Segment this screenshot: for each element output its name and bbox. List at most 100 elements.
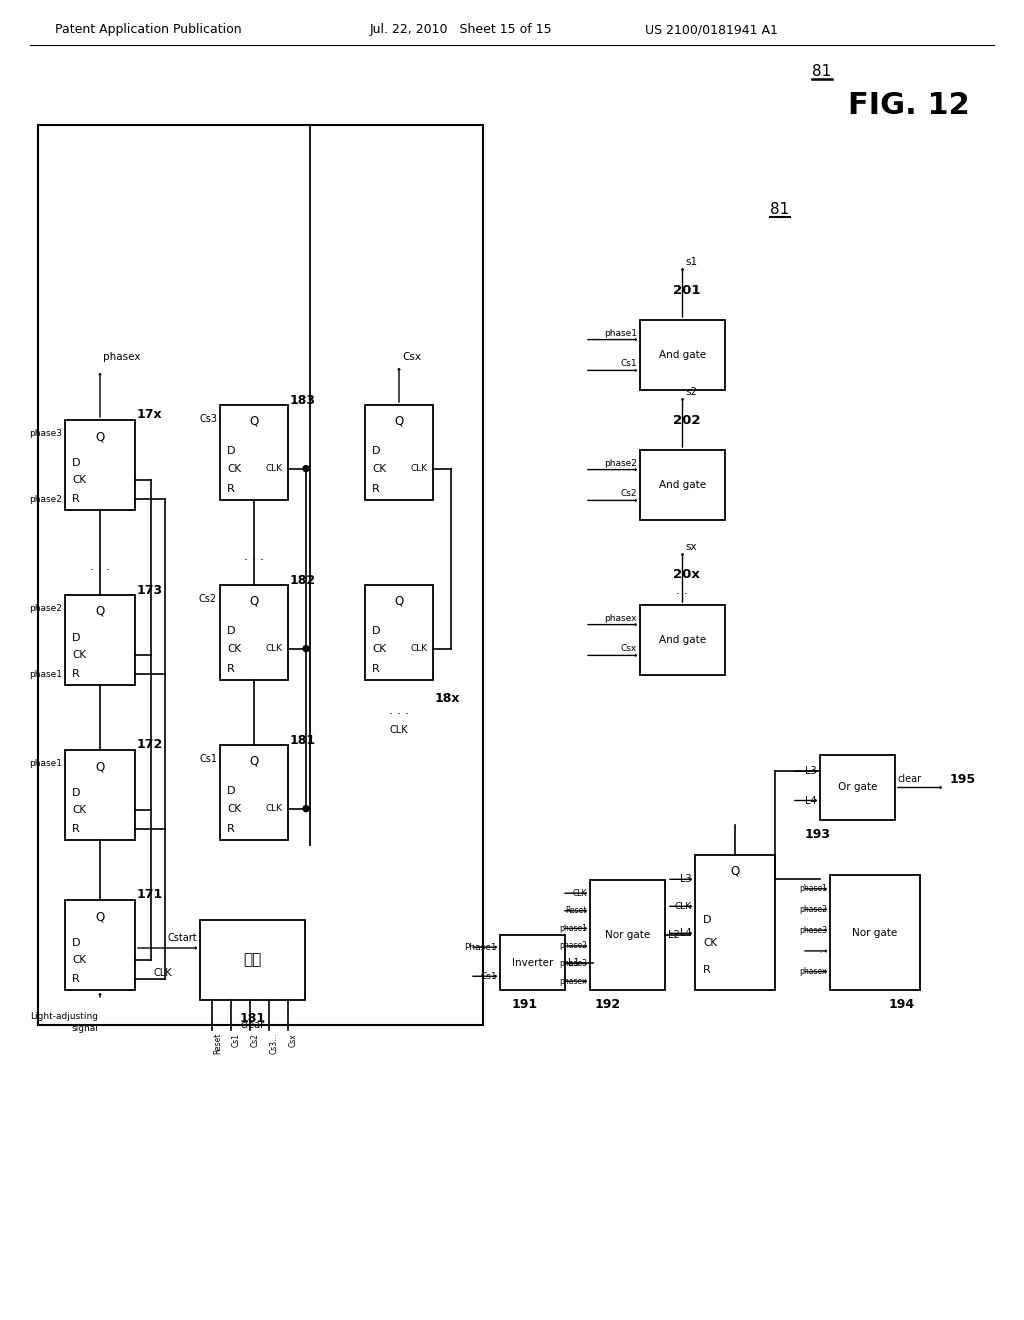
Text: phasex: phasex <box>800 968 827 975</box>
Text: CK: CK <box>227 463 241 474</box>
Text: Cs3: Cs3 <box>199 414 217 424</box>
Bar <box>830 875 920 990</box>
Text: Cs2: Cs2 <box>199 594 217 605</box>
Text: 17x: 17x <box>137 408 163 421</box>
Text: phasex: phasex <box>559 977 587 986</box>
Text: 195: 195 <box>950 774 976 785</box>
Text: CK: CK <box>72 475 86 486</box>
Text: D: D <box>372 626 381 636</box>
Text: phase2: phase2 <box>29 605 62 612</box>
Text: D: D <box>227 446 236 455</box>
Text: Q: Q <box>250 414 259 428</box>
Text: 172: 172 <box>137 738 163 751</box>
Text: R: R <box>72 494 80 504</box>
Text: Phase1: Phase1 <box>464 942 497 952</box>
Text: 201: 201 <box>673 284 700 297</box>
Bar <box>220 744 288 840</box>
Circle shape <box>303 466 309 471</box>
Text: Nor gate: Nor gate <box>852 928 898 937</box>
Text: Q: Q <box>250 595 259 609</box>
Text: L3: L3 <box>805 766 817 776</box>
Text: Cs3...: Cs3... <box>270 1034 279 1055</box>
Bar <box>820 755 895 820</box>
Text: R: R <box>72 669 80 680</box>
Text: Q: Q <box>95 760 104 774</box>
Text: Cs1: Cs1 <box>199 754 217 764</box>
Text: FIG. 12: FIG. 12 <box>848 91 970 120</box>
Circle shape <box>303 805 309 812</box>
Bar <box>38 125 483 1026</box>
Text: L4: L4 <box>680 928 692 939</box>
Text: D: D <box>72 788 81 799</box>
Text: Q: Q <box>95 605 104 618</box>
Text: phase1: phase1 <box>29 669 62 678</box>
Text: D: D <box>227 626 236 636</box>
Bar <box>220 405 288 500</box>
Text: R: R <box>72 974 80 985</box>
Text: Cs1: Cs1 <box>621 359 637 368</box>
Text: Patent Application Publication: Patent Application Publication <box>55 24 242 37</box>
Text: 194: 194 <box>889 998 915 1011</box>
Text: D: D <box>372 446 381 455</box>
Bar <box>65 750 135 840</box>
Text: 181: 181 <box>240 1011 265 1024</box>
Text: And gate: And gate <box>658 635 707 645</box>
Text: Reset: Reset <box>213 1034 222 1055</box>
Text: CK: CK <box>372 644 386 653</box>
Text: Light-adjusting: Light-adjusting <box>30 1012 98 1020</box>
Text: 181: 181 <box>290 734 316 747</box>
Text: Q: Q <box>394 595 403 609</box>
Text: CLK: CLK <box>411 465 428 473</box>
Text: . . .: . . . <box>244 550 264 564</box>
Text: And gate: And gate <box>658 350 707 360</box>
Text: . . .: . . . <box>389 704 409 717</box>
Text: D: D <box>703 915 712 925</box>
Text: . .: . . <box>677 583 688 597</box>
Text: US 2100/0181941 A1: US 2100/0181941 A1 <box>645 24 778 37</box>
Bar <box>640 450 725 520</box>
Bar <box>365 585 433 680</box>
Text: Or gate: Or gate <box>838 783 878 792</box>
Text: phase1: phase1 <box>559 924 587 933</box>
Text: Csx: Csx <box>402 352 421 362</box>
Text: phasex: phasex <box>604 614 637 623</box>
Text: 81: 81 <box>770 202 790 218</box>
Text: 18x: 18x <box>435 692 461 705</box>
Text: phase1: phase1 <box>29 759 62 768</box>
Bar <box>640 319 725 389</box>
Text: Cstart: Cstart <box>167 933 197 942</box>
Text: s1: s1 <box>685 257 697 267</box>
Bar <box>500 935 565 990</box>
Text: R: R <box>372 664 380 673</box>
Text: clear: clear <box>241 1020 264 1030</box>
Text: Csx: Csx <box>621 644 637 653</box>
Text: L1: L1 <box>568 957 580 968</box>
Text: Reset: Reset <box>565 907 587 915</box>
Text: CLK: CLK <box>266 804 283 813</box>
Text: sx: sx <box>685 543 697 552</box>
Text: Q: Q <box>95 430 104 444</box>
Bar <box>65 595 135 685</box>
Text: Cs2: Cs2 <box>251 1034 260 1047</box>
Text: CK: CK <box>372 463 386 474</box>
Text: R: R <box>372 483 380 494</box>
Text: signal: signal <box>71 1024 98 1034</box>
Text: CLK: CLK <box>266 465 283 473</box>
Bar <box>220 585 288 680</box>
Text: phase2: phase2 <box>604 458 637 467</box>
Text: . . .: . . . <box>90 561 110 573</box>
Text: CLK: CLK <box>390 725 409 735</box>
Text: 193: 193 <box>805 829 831 842</box>
Text: L4: L4 <box>805 796 817 805</box>
Text: Nor gate: Nor gate <box>605 931 650 940</box>
Text: phase2: phase2 <box>799 906 827 913</box>
Bar <box>65 420 135 510</box>
Text: CLK: CLK <box>572 888 587 898</box>
Text: phase3: phase3 <box>799 925 827 935</box>
Text: . .: . . <box>820 946 827 956</box>
Text: D: D <box>72 939 81 948</box>
Text: Cs1: Cs1 <box>480 972 497 981</box>
Text: R: R <box>227 483 234 494</box>
Text: 202: 202 <box>673 413 700 426</box>
Bar <box>200 920 305 1001</box>
